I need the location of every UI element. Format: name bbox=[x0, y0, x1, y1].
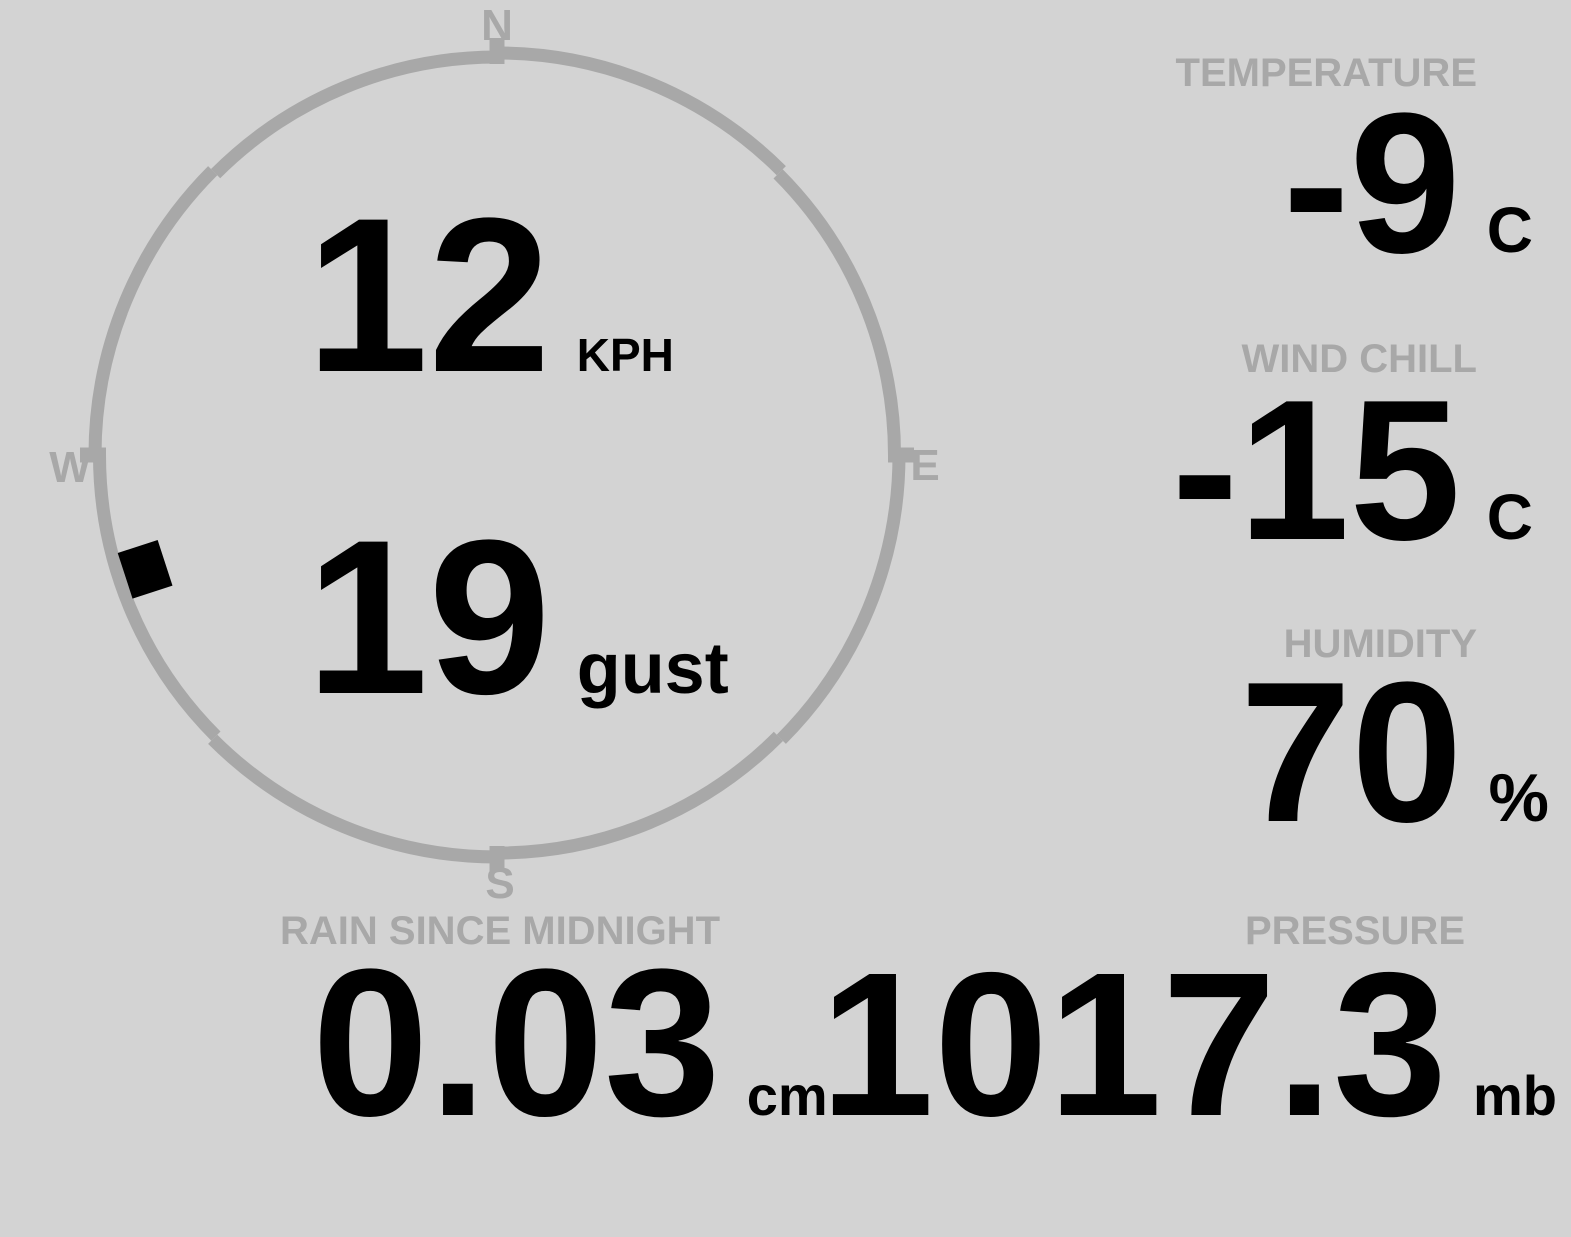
wind-compass: N E S W bbox=[49, 1, 939, 908]
pressure-value: 1017.3 bbox=[820, 930, 1448, 1159]
wind-direction-marker bbox=[117, 539, 173, 599]
rain-since-midnight-label: RAIN SINCE MIDNIGHT bbox=[280, 909, 720, 953]
compass-north-label: N bbox=[481, 1, 513, 50]
temperature-unit: C bbox=[1486, 194, 1533, 266]
wind-chill-unit: C bbox=[1486, 481, 1533, 553]
wind-gust: 19 gust bbox=[306, 507, 729, 727]
pressure-unit: mb bbox=[1473, 1064, 1558, 1127]
wind-chill-label: WIND CHILL bbox=[1241, 337, 1477, 381]
wind-gust-value: 19 bbox=[306, 494, 551, 740]
compass-south-label: S bbox=[485, 859, 514, 908]
compass-east-label: E bbox=[910, 441, 939, 490]
temperature-label: TEMPERATURE bbox=[1175, 51, 1477, 95]
compass-west-label: W bbox=[49, 443, 91, 492]
pressure-label: PRESSURE bbox=[1244, 909, 1465, 953]
pressure-reading: 1017.3 mb bbox=[820, 942, 1557, 1147]
temperature-value: -9 bbox=[1282, 72, 1461, 295]
compass-ring bbox=[80, 38, 914, 872]
wind-speed-value: 12 bbox=[306, 172, 551, 418]
humidity-label: HUMIDITY bbox=[1283, 622, 1477, 666]
wind-chill-reading: -15 C bbox=[1172, 371, 1533, 571]
rain-since-midnight-value: 0.03 bbox=[312, 925, 721, 1160]
wind-chill-value: -15 bbox=[1171, 359, 1461, 582]
rain-since-midnight-reading: 0.03 cm bbox=[312, 938, 828, 1148]
wind-gust-unit: gust bbox=[576, 629, 729, 709]
humidity-reading: 70 % bbox=[1240, 653, 1549, 853]
wind-speed-unit: KPH bbox=[576, 329, 674, 381]
humidity-value: 70 bbox=[1240, 641, 1463, 864]
temperature-reading: -9 C bbox=[1283, 84, 1533, 284]
wind-speed: 12 KPH bbox=[306, 185, 674, 405]
humidity-unit: % bbox=[1488, 760, 1549, 836]
rain-since-midnight-unit: cm bbox=[746, 1064, 828, 1127]
